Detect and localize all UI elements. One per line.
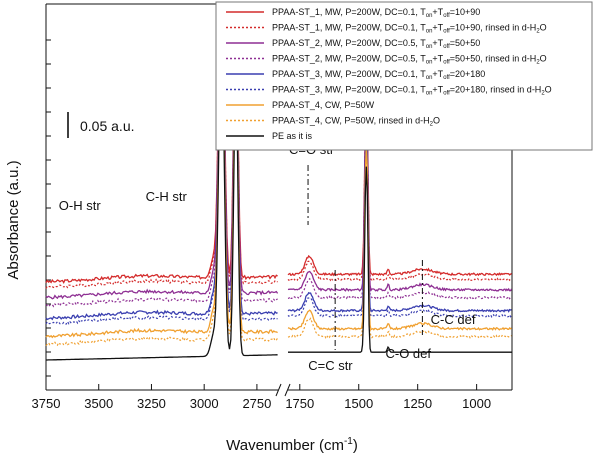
legend-entry: PE as it is [272,131,313,141]
x-tick-label: 3250 [137,396,166,411]
x-tick-label: 1000 [462,396,491,411]
x-tick-labels: 3750 3500 3250 3000 2750 1750 1500 1250 1000 [32,396,492,411]
legend-entry: PPAA-ST_4, CW, P=50W [272,100,375,110]
legend-entry: PPAA-ST_2, MW, P=200W, DC=0.5, Ton+Toff=… [272,54,547,66]
peak-annotation: C-H str [146,189,188,204]
y-axis-title: Absorbance (a.u.) [5,160,22,279]
x-tick-label: 2750 [242,396,271,411]
legend-entry: PPAA-ST_4, CW, P=50W, rinsed in d-H2O [272,116,440,128]
spectrum-line [287,89,512,277]
x-tick-label: 3750 [32,396,61,411]
peak-annotation: C=C str [308,358,353,373]
peak-annotation: C-C def [431,312,476,327]
spectrum-line [45,5,278,308]
legend-box [215,1,593,151]
x-tick-label: 3000 [190,396,219,411]
spectrum-line [287,143,512,331]
x-tick-label: 1250 [403,396,432,411]
legend-entry: PPAA-ST_1, MW, P=200W, DC=0.1, Ton+Toff=… [272,7,480,19]
spectrum-line [287,104,513,292]
x-tick-label: 3500 [84,396,113,411]
legend-entry: PPAA-ST_1, MW, P=200W, DC=0.1, Ton+Toff=… [272,23,547,35]
x-tick-label: 1500 [344,396,373,411]
x-tick-label: 1750 [285,396,314,411]
x-axis-title: Wavenumber (cm-1) [226,436,358,454]
legend: PPAA-ST_1, MW, P=200W, DC=0.1, Ton+Toff=… [215,1,593,151]
spectrum-line [45,7,279,347]
spectrum-line [287,131,513,319]
spectrum-line [287,150,512,339]
spectra-group [45,5,513,361]
peak-annotation: O-H str [59,198,102,213]
legend-entry: PPAA-ST_3, MW, P=200W, DC=0.1, Ton+Toff=… [272,69,485,81]
legend-entry: PPAA-ST_3, MW, P=200W, DC=0.1, Ton+Toff=… [272,85,552,97]
spectrum-line [46,21,278,361]
legend-entry: PPAA-ST_2, MW, P=200W, DC=0.5, Ton+Toff=… [272,38,480,50]
spectrum-line [288,166,512,353]
scale-bar: 0.05 a.u. [67,112,135,138]
peak-annotation: C-O def [385,346,431,361]
spectrum-line [287,94,512,282]
spectrum-line [287,124,512,313]
scale-bar-label: 0.05 a.u. [80,118,135,134]
